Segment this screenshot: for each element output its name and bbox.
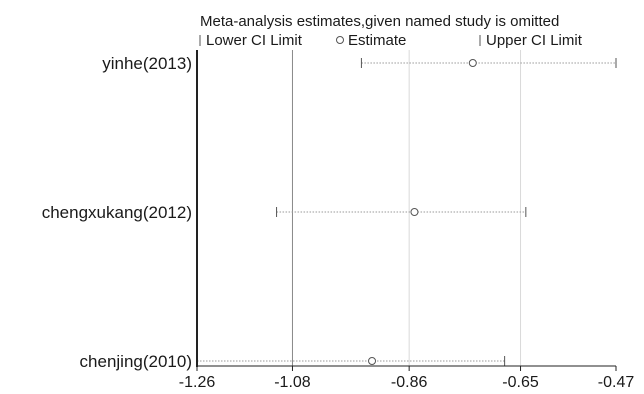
legend: Lower CI Limit Estimate Upper CI Limit	[199, 32, 583, 49]
x-tick-label-3: -0.65	[502, 374, 539, 391]
x-tick-label-1: -1.08	[274, 374, 311, 391]
study-label-1: chengxukang(2012)	[42, 203, 192, 222]
studies-group: yinhe(2013) chengxukang(2012) chenjing(201…	[42, 54, 617, 371]
study-row-0: yinhe(2013)	[102, 54, 617, 73]
study-label-2: chenjing(2010)	[80, 352, 192, 371]
estimate-point-1	[410, 208, 419, 216]
legend-lower-ci-label: Lower CI Limit	[206, 32, 303, 49]
axes	[196, 50, 616, 367]
study-label-0: yinhe(2013)	[102, 54, 192, 73]
grid-lines	[408, 50, 522, 366]
legend-estimate-symbol	[336, 36, 344, 44]
chart-title: Meta-analysis estimates,given named stud…	[200, 13, 559, 30]
x-ticks: -1.26 -1.08 -0.86 -0.65 -0.47	[179, 366, 635, 391]
estimate-point-0	[468, 59, 477, 67]
x-tick-label-2: -0.86	[391, 374, 428, 391]
legend-estimate-label: Estimate	[348, 32, 406, 49]
legend-upper-ci-label: Upper CI Limit	[486, 32, 583, 49]
estimate-point-2	[368, 357, 377, 365]
study-row-2: chenjing(2010)	[80, 352, 506, 371]
x-tick-label-4: -0.47	[598, 374, 635, 391]
x-tick-label-0: -1.26	[179, 374, 216, 391]
study-row-1: chengxukang(2012)	[42, 203, 527, 222]
